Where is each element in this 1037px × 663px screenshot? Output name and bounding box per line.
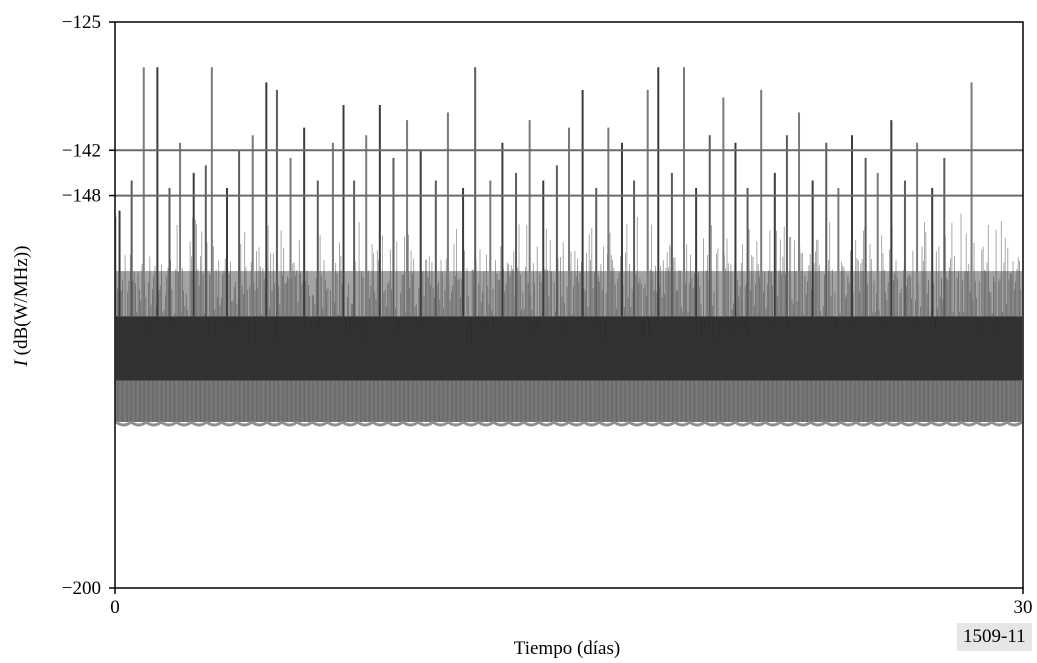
noise-band-layer [115,213,1023,427]
noise-floor-edge [115,420,1023,427]
y-axis-title-symbol: I [11,358,32,367]
axis-ticks-layer: −125 −142 −148 −200 0 30 [62,12,1033,618]
y-tick-label-0: −125 [62,12,101,33]
dense-noise-band [116,316,1022,381]
x-tick-label-1: 30 [1014,597,1033,618]
noise-texture [115,213,1022,422]
plot-frame [114,21,1024,589]
x-tick-label-0: 0 [110,597,120,618]
peak-series-layer [118,67,973,317]
y-tick-label-3: −200 [62,578,101,599]
figure-number-label: 1509-11 [957,623,1032,651]
threshold-lines-layer [115,149,1023,197]
y-tick-label-2: −148 [62,186,101,207]
noise-floor-band [116,380,1022,422]
x-axis-title: Tiempo (días) [514,638,620,659]
y-axis-title-units: (dB(W/MHz)) [11,246,32,361]
y-tick-label-1: −142 [62,140,101,161]
y-axis-title: I (dB(W/MHz)) [11,246,32,368]
